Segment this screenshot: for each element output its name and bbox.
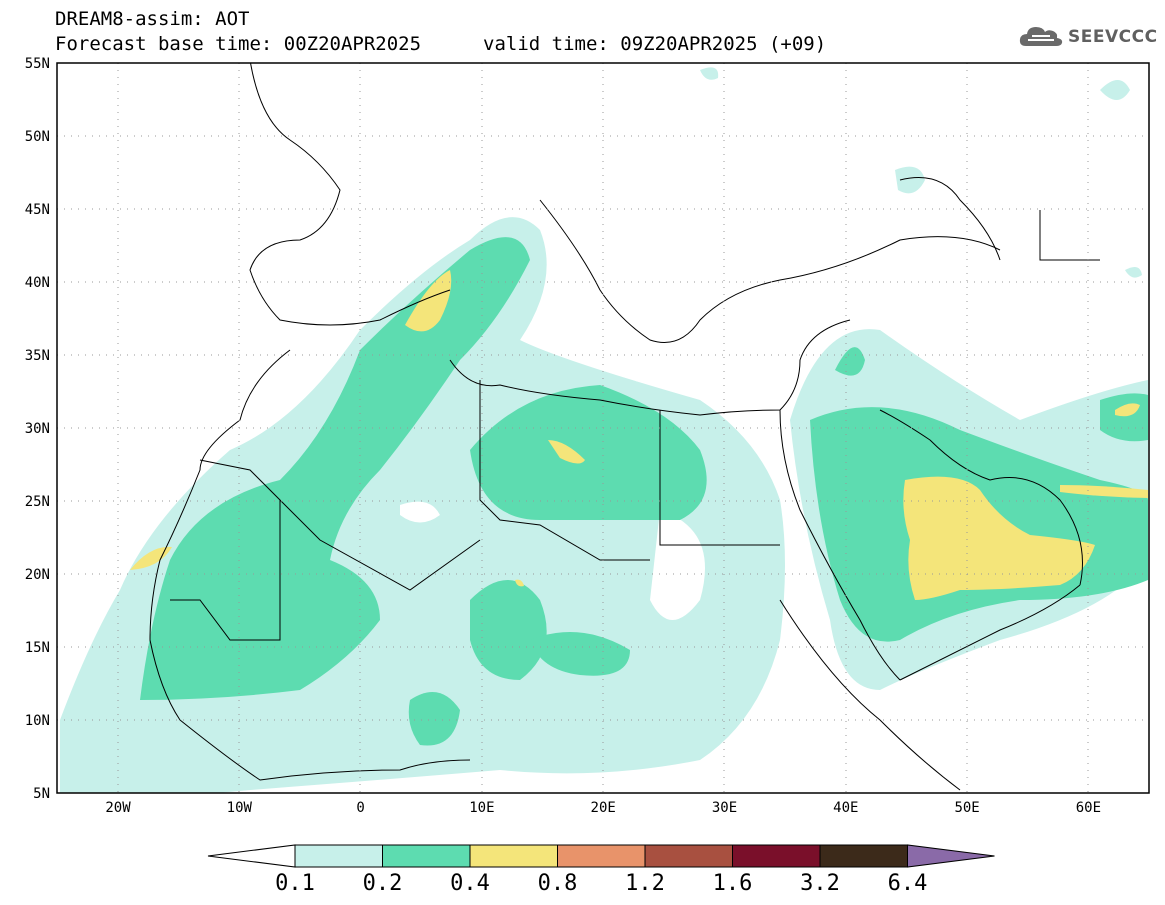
colorbar-segment <box>819 844 908 868</box>
lat-label: 55N <box>25 56 50 72</box>
colorbar-max-arrow <box>907 844 995 868</box>
map-frame <box>56 62 1150 794</box>
colorbar-label: 1.2 <box>625 871 665 896</box>
lon-label: 0 <box>356 800 364 816</box>
colorbar-label: 0.1 <box>275 871 315 896</box>
lon-label: 50E <box>954 800 979 816</box>
lat-label: 35N <box>25 348 50 364</box>
colorbar-label: 0.4 <box>450 871 490 896</box>
gridlines <box>57 63 1149 793</box>
lon-label: 20E <box>591 800 616 816</box>
aot-field <box>57 63 1149 793</box>
lat-label: 15N <box>25 640 50 656</box>
lon-label: 40E <box>833 800 858 816</box>
latitude-labels: 55N 50N 45N 40N 35N 30N 25N 20N 15N 10N 5N <box>25 56 50 802</box>
colorbar-segment <box>382 844 471 868</box>
lat-label: 25N <box>25 494 50 510</box>
colorbar-label: 1.6 <box>712 871 753 896</box>
colorbar-segment <box>469 844 558 868</box>
lon-label: 20W <box>105 800 131 816</box>
lon-label: 10E <box>469 800 494 816</box>
cloud-icon <box>1019 27 1063 46</box>
lat-label: 45N <box>25 202 50 218</box>
lon-label: 30E <box>712 800 737 816</box>
lat-label: 30N <box>25 421 50 437</box>
lat-label: 20N <box>25 567 50 583</box>
colorbar-segment <box>644 844 733 868</box>
lat-label: 40N <box>25 275 50 291</box>
lon-label: 60E <box>1076 800 1101 816</box>
colorbar-label: 3.2 <box>800 871 840 896</box>
lat-label: 5N <box>33 786 50 802</box>
lat-label: 10N <box>25 713 50 729</box>
forecast-base-time: Forecast base time: 00Z20APR2025 <box>55 33 422 55</box>
map-title: DREAM8-assim: AOT <box>55 8 250 30</box>
longitude-labels: 20W 10W 0 10E 20E 30E 40E 50E 60E <box>105 800 1101 816</box>
colorbar-label: 6.4 <box>887 871 928 896</box>
colorbar-segment <box>294 844 383 868</box>
colorbar-segment <box>557 844 646 868</box>
coastlines <box>149 63 1100 791</box>
seevccc-logo: SEEVCCC <box>1018 24 1158 50</box>
colorbar-label: 0.2 <box>362 871 403 896</box>
valid-time: valid time: 09Z20APR2025 (+09) <box>483 33 827 55</box>
colorbar-label: 0.8 <box>537 871 578 896</box>
colorbar-min-arrow <box>207 844 296 868</box>
logo-text: SEEVCCC <box>1068 27 1158 47</box>
lat-label: 50N <box>25 129 50 145</box>
lon-label: 10W <box>227 800 253 816</box>
colorbar-segment <box>732 844 821 868</box>
